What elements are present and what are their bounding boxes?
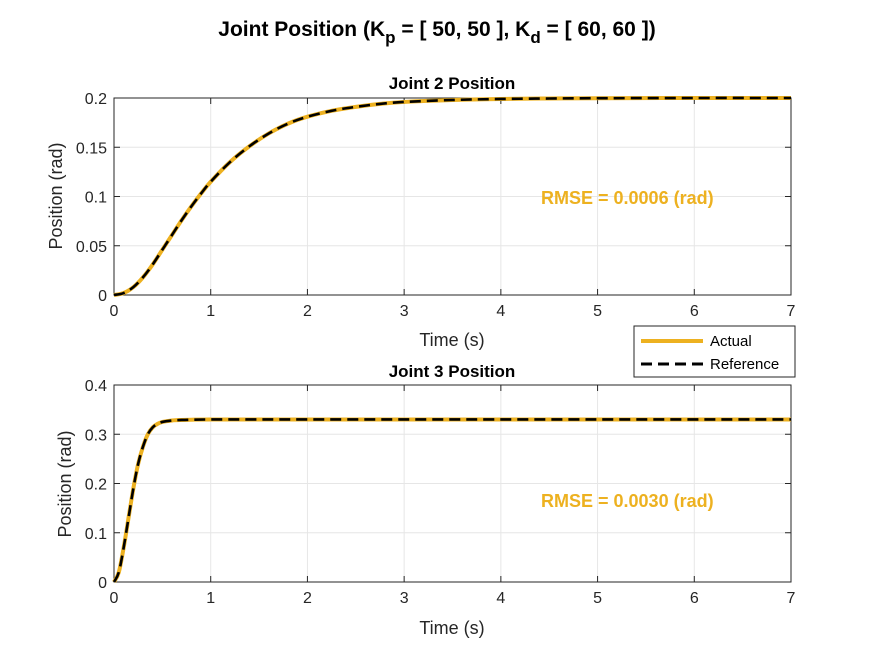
figure-title: Joint Position (Kp = [ 50, 50 ], Kd = [ …	[218, 18, 655, 47]
y-axis-label: Position (rad)	[46, 142, 66, 249]
x-axis-label: Time (s)	[419, 330, 484, 350]
x-tick-label: 6	[690, 303, 699, 320]
x-tick-label: 1	[206, 303, 215, 320]
y-tick-label: 0	[98, 288, 107, 305]
x-tick-label: 5	[593, 303, 602, 320]
x-tick-label: 0	[110, 590, 119, 607]
legend-actual-label: Actual	[710, 333, 752, 350]
legend: Actual Reference	[633, 325, 796, 378]
x-tick-label: 4	[496, 303, 505, 320]
ticks: 0 1 2 3 4 5 6 7 0 0.1 0.2 0.3 0.4	[85, 378, 796, 607]
x-tick-label: 4	[496, 590, 505, 607]
y-tick-label: 0.2	[85, 91, 107, 108]
legend-reference-label: Reference	[710, 356, 779, 373]
y-tick-label: 0.2	[85, 477, 107, 494]
x-tick-label: 0	[110, 303, 119, 320]
y-tick-label: 0.4	[85, 378, 107, 395]
legend-box	[633, 325, 796, 378]
rmse-annotation: RMSE = 0.0030 (rad)	[541, 491, 714, 511]
y-tick-label: 0.15	[76, 140, 107, 157]
y-tick-label: 0	[98, 575, 107, 592]
x-axis-label: Time (s)	[419, 618, 484, 638]
rmse-annotation: RMSE = 0.0006 (rad)	[541, 188, 714, 208]
x-tick-label: 7	[787, 590, 796, 607]
series	[113, 95, 792, 297]
series-reference-line	[112, 418, 792, 583]
y-tick-label: 0.3	[85, 427, 107, 444]
x-tick-label: 2	[303, 303, 312, 320]
subplot-joint-2: Joint 2 Position 0 1 2 3 4 5 6 7 0 0.05 0.1 0.15 0.2…	[46, 74, 796, 350]
x-tick-label: 6	[690, 590, 699, 607]
x-tick-label: 2	[303, 590, 312, 607]
y-axis-label: Position (rad)	[55, 430, 75, 537]
subplot-title: Joint 2 Position	[389, 74, 516, 93]
x-tick-label: 3	[400, 303, 409, 320]
x-tick-label: 3	[400, 590, 409, 607]
subplot-joint-3: Joint 3 Position 0 1 2 3 4 5 6 7 0 0.1 0.2 0.3 0.4 T…	[55, 362, 796, 638]
series-reference-line	[113, 96, 792, 297]
y-tick-label: 0.1	[85, 526, 107, 543]
y-tick-label: 0.1	[85, 190, 107, 207]
x-tick-label: 5	[593, 590, 602, 607]
grid	[113, 384, 792, 583]
subplot-title: Joint 3 Position	[389, 362, 516, 381]
x-tick-label: 7	[787, 303, 796, 320]
x-tick-label: 1	[206, 590, 215, 607]
y-tick-label: 0.05	[76, 239, 107, 256]
series	[112, 417, 792, 583]
